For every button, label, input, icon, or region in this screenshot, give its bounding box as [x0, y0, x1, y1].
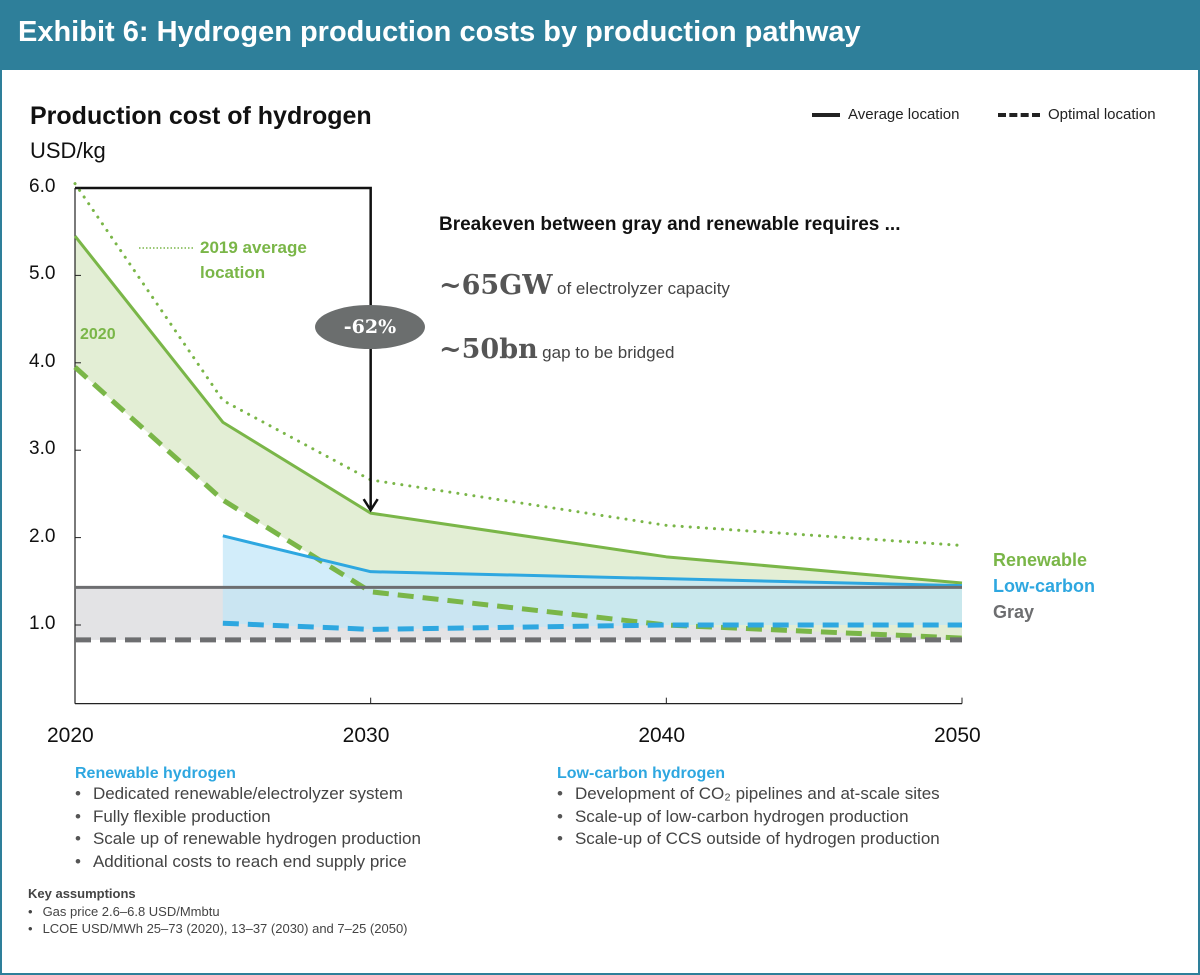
reduction-arrow-line [75, 186, 372, 510]
legend-solid-swatch [812, 112, 840, 117]
notes-renewable-heading: Renewable hydrogen [75, 765, 236, 782]
legend-average: Average location [812, 106, 959, 123]
notes-renewable: Renewable hydrogen Dedicated renewable/e… [75, 765, 421, 873]
callout-item-gap: ~50bn gap to be bridged [439, 334, 675, 365]
note-bullet: Scale-up of low-carbon hydrogen producti… [557, 806, 940, 829]
note-bullet: Development of CO₂ pipelines and at-scal… [557, 783, 940, 806]
legend-optimal: Optimal location [998, 106, 1156, 123]
end-label-low-carbon: Low-carbon [993, 576, 1095, 596]
exhibit-title: Exhibit 6: Hydrogen production costs by … [18, 16, 861, 48]
note-bullet: Fully flexible production [75, 806, 421, 829]
callout-text: gap to be bridged [542, 343, 675, 362]
callout-value: ~65GW [439, 270, 553, 301]
y-tick-label: 2.0 [29, 525, 56, 547]
dotted-series-label: 2019 average location [200, 238, 307, 282]
x-tick-label: 2020 [47, 724, 94, 747]
band-2020-label: 2020 [80, 326, 116, 343]
key-assumptions: Gas price 2.6–6.8 USD/Mmbtu LCOE USD/MWh… [28, 903, 408, 937]
legend-dashed-swatch [998, 112, 1040, 117]
end-label-renewable: Renewable [993, 550, 1088, 570]
y-tick-label: 3.0 [29, 438, 56, 460]
callout-item-capacity: ~65GW of electrolyzer capacity [439, 270, 730, 301]
renewable-band [75, 236, 962, 639]
end-label-gray: Gray [993, 602, 1035, 622]
note-bullet: Scale up of renewable hydrogen productio… [75, 828, 421, 851]
exhibit-header: Exhibit 6: Hydrogen production costs by … [0, 0, 1200, 70]
y-tick-label: 6.0 [29, 176, 56, 197]
low-carbon-band [222, 535, 963, 630]
y-tick-label: 4.0 [29, 350, 56, 372]
y-tick-label: 5.0 [29, 263, 56, 285]
note-bullet: Scale-up of CCS outside of hydrogen prod… [557, 828, 940, 851]
key-assumption-bullet: LCOE USD/MWh 25–73 (2020), 13–37 (2030) … [28, 920, 408, 937]
reduction-arrowhead-icon [362, 498, 379, 513]
x-tick-label: 2040 [638, 724, 686, 747]
low-carbon-solid-line [222, 534, 963, 588]
x-tick-label: 2050 [934, 724, 981, 747]
note-bullet: Additional costs to reach end supply pri… [75, 851, 421, 874]
notes-low-carbon-heading: Low-carbon hydrogen [557, 765, 725, 782]
notes-low-carbon: Low-carbon hydrogen Development of CO₂ p… [557, 765, 940, 851]
legend-average-label: Average location [848, 106, 960, 123]
renewable-dashed-line [73, 365, 963, 641]
y-axis-label: USD/kg [30, 138, 106, 163]
note-bullet: Dedicated renewable/electrolyzer system [75, 783, 421, 806]
x-tick-label: 2030 [342, 724, 390, 747]
legend-optimal-label: Optimal location [1048, 106, 1156, 123]
callout-heading: Breakeven between gray and renewable req… [439, 214, 901, 235]
chart-title: Production cost of hydrogen [30, 102, 372, 130]
y-tick-label: 1.0 [29, 613, 56, 634]
callout-text: of electrolyzer capacity [557, 279, 730, 298]
reduction-badge: -62% [315, 305, 425, 349]
renewable-solid-line [73, 235, 963, 585]
key-assumptions-heading: Key assumptions [28, 886, 136, 901]
callout-value: ~50bn [439, 334, 538, 365]
key-assumption-bullet: Gas price 2.6–6.8 USD/Mmbtu [28, 903, 408, 920]
